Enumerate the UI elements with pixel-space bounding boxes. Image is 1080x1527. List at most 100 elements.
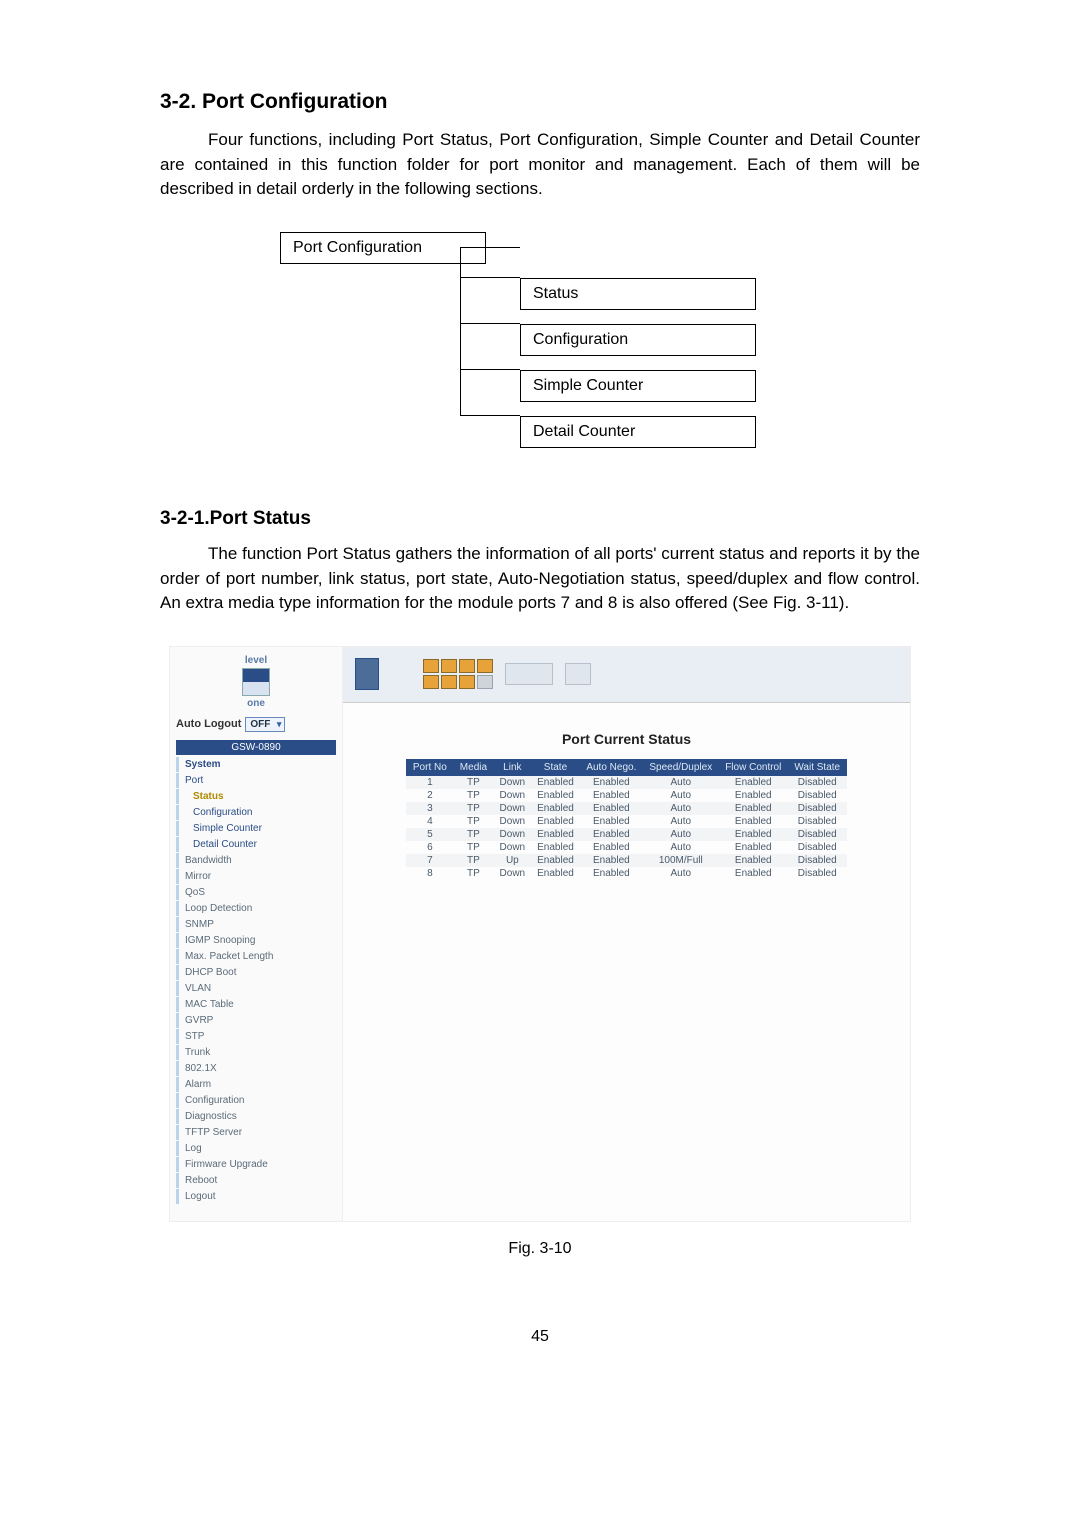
section-paragraph-2: The function Port Status gathers the inf… — [160, 542, 920, 616]
table-cell: Up — [494, 854, 532, 867]
nav-item[interactable]: Logout — [176, 1189, 336, 1204]
subsection-heading: 3-2-1.Port Status — [160, 508, 920, 530]
table-cell: TP — [453, 854, 493, 867]
table-cell: TP — [453, 828, 493, 841]
table-row[interactable]: 7TPUpEnabledEnabled100M/FullEnabledDisab… — [406, 854, 846, 867]
nav-item[interactable]: STP — [176, 1029, 336, 1044]
table-cell: Auto — [643, 867, 719, 880]
table-header: Port No — [406, 759, 453, 775]
table-cell: Enabled — [531, 828, 580, 841]
table-row[interactable]: 4TPDownEnabledEnabledAutoEnabledDisabled — [406, 815, 846, 828]
table-cell: Enabled — [531, 775, 580, 789]
nav-item[interactable]: Reboot — [176, 1173, 336, 1188]
table-cell: Enabled — [719, 775, 788, 789]
nav-item[interactable]: Detail Counter — [176, 837, 336, 852]
table-cell: Disabled — [788, 828, 847, 841]
nav-item[interactable]: Loop Detection — [176, 901, 336, 916]
table-cell: Disabled — [788, 841, 847, 854]
table-cell: Auto — [643, 828, 719, 841]
nav-item[interactable]: QoS — [176, 885, 336, 900]
nav-item[interactable]: Bandwidth — [176, 853, 336, 868]
table-cell: Disabled — [788, 867, 847, 880]
table-cell: Enabled — [719, 802, 788, 815]
tree-leaf-box: Simple Counter — [520, 370, 756, 402]
table-header: Flow Control — [719, 759, 788, 775]
tree-leaf-box: Detail Counter — [520, 416, 756, 448]
table-cell: Down — [494, 828, 532, 841]
table-cell: Enabled — [719, 789, 788, 802]
table-header: State — [531, 759, 580, 775]
status-title: Port Current Status — [343, 731, 910, 747]
nav-item[interactable]: TFTP Server — [176, 1125, 336, 1140]
nav-item[interactable]: IGMP Snooping — [176, 933, 336, 948]
table-cell: Enabled — [531, 802, 580, 815]
table-cell: Down — [494, 789, 532, 802]
table-cell: 2 — [406, 789, 453, 802]
nav-item[interactable]: Trunk — [176, 1045, 336, 1060]
table-cell: Down — [494, 867, 532, 880]
nav-item[interactable]: Log — [176, 1141, 336, 1156]
table-header: Link — [494, 759, 532, 775]
table-row[interactable]: 1TPDownEnabledEnabledAutoEnabledDisabled — [406, 775, 846, 789]
table-cell: Down — [494, 802, 532, 815]
hardware-bar — [343, 647, 910, 703]
nav-item[interactable]: SNMP — [176, 917, 336, 932]
nav-item[interactable]: Configuration — [176, 805, 336, 820]
tree-connector-lines — [460, 247, 520, 431]
table-cell: 100M/Full — [643, 854, 719, 867]
nav-item[interactable]: GVRP — [176, 1013, 336, 1028]
table-cell: TP — [453, 802, 493, 815]
table-cell: Enabled — [531, 815, 580, 828]
table-cell: TP — [453, 775, 493, 789]
nav-item[interactable]: Diagnostics — [176, 1109, 336, 1124]
page-number: 45 — [160, 1328, 920, 1346]
table-cell: Enabled — [719, 828, 788, 841]
figure-caption: Fig. 3-10 — [160, 1240, 920, 1258]
table-row[interactable]: 5TPDownEnabledEnabledAutoEnabledDisabled — [406, 828, 846, 841]
nav-item[interactable]: System — [176, 757, 336, 772]
screenshot-panel: level one Auto Logout OFF GSW-0890 Syste… — [169, 646, 911, 1222]
table-cell: Auto — [643, 775, 719, 789]
nav-item[interactable]: Status — [176, 789, 336, 804]
table-header: Media — [453, 759, 493, 775]
auto-logout-select[interactable]: OFF — [245, 717, 285, 732]
model-badge: GSW-0890 — [176, 740, 336, 755]
table-cell: Enabled — [719, 815, 788, 828]
nav-item[interactable]: Mirror — [176, 869, 336, 884]
nav-item[interactable]: Max. Packet Length — [176, 949, 336, 964]
section-heading: 3-2. Port Configuration — [160, 90, 920, 114]
table-cell: Disabled — [788, 854, 847, 867]
section-paragraph-1: Four functions, including Port Status, P… — [160, 128, 920, 202]
table-row[interactable]: 3TPDownEnabledEnabledAutoEnabledDisabled — [406, 802, 846, 815]
hw-led2-icon — [565, 663, 591, 685]
nav-item[interactable]: Alarm — [176, 1077, 336, 1092]
table-row[interactable]: 8TPDownEnabledEnabledAutoEnabledDisabled — [406, 867, 846, 880]
nav-item[interactable]: Simple Counter — [176, 821, 336, 836]
nav-item[interactable]: Configuration — [176, 1093, 336, 1108]
table-cell: Enabled — [531, 854, 580, 867]
table-header: Auto Nego. — [580, 759, 643, 775]
nav-item[interactable]: VLAN — [176, 981, 336, 996]
table-cell: Auto — [643, 789, 719, 802]
table-cell: 7 — [406, 854, 453, 867]
table-cell: TP — [453, 841, 493, 854]
nav-item[interactable]: DHCP Boot — [176, 965, 336, 980]
table-cell: Enabled — [580, 775, 643, 789]
table-cell: Enabled — [531, 867, 580, 880]
table-row[interactable]: 2TPDownEnabledEnabledAutoEnabledDisabled — [406, 789, 846, 802]
table-cell: 3 — [406, 802, 453, 815]
nav-item[interactable]: Port — [176, 773, 336, 788]
nav-item[interactable]: Firmware Upgrade — [176, 1157, 336, 1172]
table-cell: Enabled — [580, 854, 643, 867]
nav-item[interactable]: 802.1X — [176, 1061, 336, 1076]
table-cell: Enabled — [580, 841, 643, 854]
table-cell: Enabled — [531, 841, 580, 854]
nav-item[interactable]: MAC Table — [176, 997, 336, 1012]
table-cell: Down — [494, 815, 532, 828]
tree-diagram: Port Configuration StatusConfigurationSi… — [280, 232, 800, 448]
table-cell: 6 — [406, 841, 453, 854]
table-cell: 8 — [406, 867, 453, 880]
table-row[interactable]: 6TPDownEnabledEnabledAutoEnabledDisabled — [406, 841, 846, 854]
document-page: 3-2. Port Configuration Four functions, … — [160, 0, 920, 1406]
logo-text-top: level — [176, 655, 336, 666]
